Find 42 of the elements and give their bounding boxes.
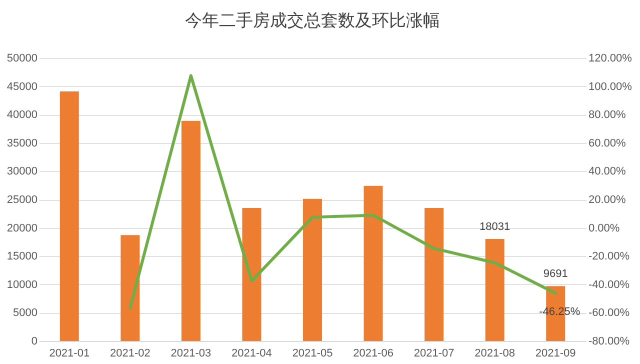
y2-tick-label: 120.00% — [588, 52, 632, 64]
y-tick-label: 0 — [31, 336, 38, 348]
y2-tick-label: 100.00% — [588, 80, 632, 93]
y-tick-label: 35000 — [6, 137, 38, 150]
bar — [424, 208, 444, 341]
y2-tick-label: -60.00% — [588, 307, 630, 320]
data-label: 9691 — [543, 268, 568, 280]
data-label: 18031 — [480, 220, 510, 233]
x-tick-label: 2021-05 — [292, 348, 333, 360]
y-tick-label: 45000 — [6, 80, 38, 93]
bar — [303, 198, 322, 341]
y2-tick-label: -80.00% — [588, 336, 630, 348]
x-tick-label: 2021-03 — [170, 348, 212, 360]
y-tick-label: 20000 — [6, 222, 38, 234]
bar — [242, 208, 262, 341]
x-tick-label: 2021-07 — [414, 348, 454, 360]
bar — [60, 91, 79, 341]
x-tick-label: 2021-01 — [49, 348, 90, 360]
y-tick-label: 40000 — [6, 109, 38, 122]
x-tick-label: 2021-04 — [232, 348, 272, 360]
x-tick-label: 2021-02 — [110, 348, 150, 360]
y2-tick-label: 20.00% — [588, 194, 626, 206]
chart-title: 今年二手房成交总套数及环比涨幅 — [185, 11, 440, 30]
y-tick-label: 25000 — [6, 194, 38, 206]
y2-tick-label: 80.00% — [588, 109, 626, 122]
y-tick-label: 15000 — [6, 250, 38, 263]
y2-tick-label: 40.00% — [588, 166, 626, 178]
x-tick-label: 2021-09 — [535, 348, 576, 360]
bar — [485, 238, 504, 341]
x-tick-label: 2021-08 — [474, 348, 516, 360]
y2-tick-label: 60.00% — [588, 137, 626, 150]
y-tick-label: 10000 — [6, 278, 38, 291]
y-tick-label: 5000 — [13, 307, 38, 320]
y2-tick-label: -40.00% — [588, 278, 630, 291]
y-tick-label: 30000 — [6, 166, 38, 178]
bar — [120, 235, 140, 341]
y-tick-label: 50000 — [6, 52, 38, 64]
x-tick-label: 2021-06 — [353, 348, 394, 360]
y2-tick-label: -20.00% — [588, 250, 630, 263]
y2-tick-label: 0.00% — [588, 222, 620, 234]
bar — [364, 186, 383, 341]
bar — [181, 120, 200, 341]
